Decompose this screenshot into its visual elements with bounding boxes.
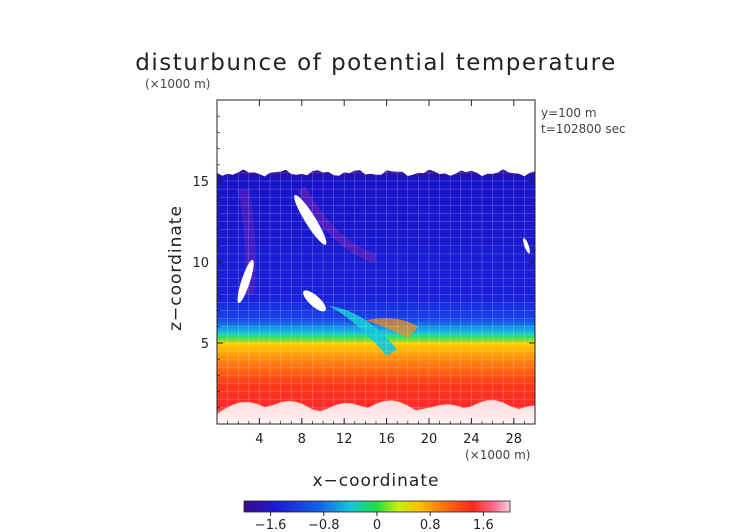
white-region — [237, 259, 254, 304]
white-region — [303, 290, 326, 312]
colorbar-tick-label: 0 — [373, 518, 381, 532]
y-tick-label: 10 — [192, 256, 209, 271]
y-unit-label: (×1000 m) — [145, 77, 210, 91]
x-tick-label: 20 — [421, 432, 438, 447]
x-tick-label: 24 — [463, 432, 480, 447]
y-tick-label: 15 — [192, 175, 209, 190]
bottom-edge — [217, 400, 535, 424]
colorbar-tick-label: 0.8 — [420, 518, 441, 532]
white-region — [523, 238, 530, 254]
colorbar-tick-label: 1.6 — [473, 518, 494, 532]
grid-overlay — [217, 100, 535, 424]
white-region — [294, 194, 327, 245]
x-tick-label: 8 — [298, 432, 306, 447]
x-tick-label: 28 — [506, 432, 523, 447]
chart-title: disturbunce of potential temperature — [135, 50, 617, 76]
colorbar-tick-label: −0.8 — [308, 518, 340, 532]
x-tick-label: 16 — [378, 432, 395, 447]
x-axis: 4 8 12 16 20 24 28 — [227, 100, 525, 447]
colorbar-ticks: −1.6 −0.8 0 0.8 1.6 — [255, 512, 494, 532]
y-axis-label: z−coordinate — [166, 205, 186, 331]
annotation-y: y=100 m — [541, 106, 597, 120]
y-axis: 5 10 15 — [192, 115, 535, 409]
temperature-field — [217, 169, 535, 424]
x-axis-label: x−coordinate — [313, 471, 440, 491]
colorbar: −1.6 −0.8 0 0.8 1.6 — [243, 500, 511, 532]
colorbar-tick-label: −1.6 — [255, 518, 287, 532]
x-unit-label: (×1000 m) — [465, 448, 530, 462]
white-regions — [237, 194, 530, 312]
plot-area — [217, 100, 535, 424]
x-tick-label: 12 — [336, 432, 353, 447]
colorbar-gradient — [243, 500, 511, 513]
orange-tongue-feature — [365, 318, 419, 339]
cyan-tongue-feature — [328, 305, 398, 356]
y-tick-label: 5 — [201, 337, 209, 352]
purple-streak-feature — [297, 186, 378, 264]
purple-streak-feature — [238, 188, 257, 295]
annotation-t: t=102800 sec — [541, 122, 626, 136]
x-tick-label: 4 — [255, 432, 263, 447]
